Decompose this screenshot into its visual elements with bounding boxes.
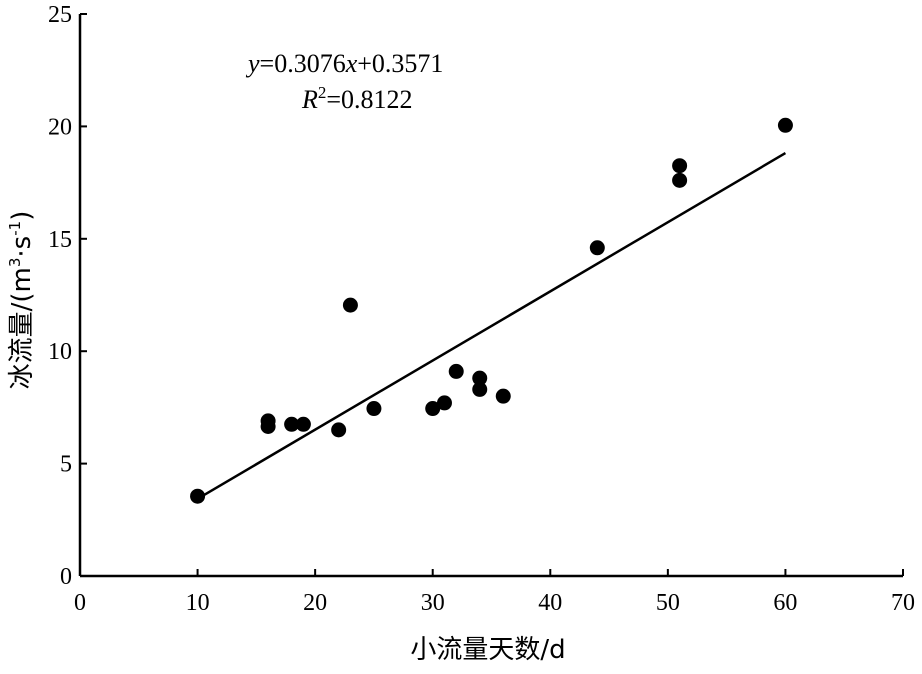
data-point (448, 363, 464, 379)
data-point (331, 422, 347, 438)
data-point (260, 419, 276, 435)
data-points (190, 117, 793, 504)
y-ticks: 0 5 10 15 20 25 (48, 2, 87, 590)
y-tick-label: 25 (48, 2, 72, 28)
x-tick-label: 50 (656, 590, 680, 616)
y-tick-label: 0 (60, 564, 72, 590)
y-tick-label: 15 (48, 227, 72, 253)
x-tick-label: 10 (186, 590, 210, 616)
data-point (672, 158, 688, 174)
data-point (472, 381, 488, 397)
axes (78, 14, 903, 578)
regression-line (196, 152, 787, 500)
x-axis-label: 小流量天数/d (410, 635, 565, 665)
data-point (425, 401, 441, 417)
data-point (495, 388, 511, 404)
data-point (295, 416, 311, 432)
data-point (436, 395, 452, 411)
x-tick-label: 0 (74, 590, 86, 616)
y-tick-label: 10 (48, 339, 72, 365)
x-tick-label: 40 (538, 590, 562, 616)
data-point (342, 297, 358, 313)
r-squared: R2=0.8122 (301, 83, 413, 114)
y-tick-label: 20 (48, 114, 72, 140)
y-tick-label: 5 (60, 452, 72, 478)
x-tick-label: 30 (421, 590, 445, 616)
x-ticks: 0 10 20 30 40 50 60 70 (74, 569, 915, 616)
y-axis-label: 冰流量/(m3·s-1) (6, 211, 37, 390)
data-point (366, 401, 382, 417)
fit-equation: y=0.3076x+0.3571 (245, 49, 443, 78)
data-point (672, 172, 688, 188)
x-tick-label: 20 (303, 590, 327, 616)
data-point (589, 240, 605, 256)
data-point (190, 488, 206, 504)
x-tick-label: 70 (891, 590, 915, 616)
data-point (777, 117, 793, 133)
x-tick-label: 60 (773, 590, 797, 616)
data-point (472, 370, 488, 386)
data-point (284, 416, 300, 432)
